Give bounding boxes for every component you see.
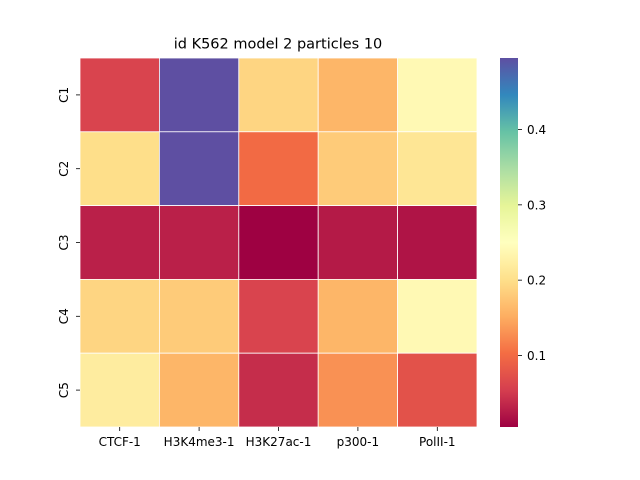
heatmap-cell-C5-H3K4me3-1: [158, 352, 240, 428]
x-tick-label: CTCF-1: [99, 435, 141, 449]
colorbar-tick-label: 0.1: [527, 349, 546, 363]
heatmap-cell-C5-CTCF-1: [79, 352, 160, 428]
heatmap-cell-C4-PolII-1: [397, 278, 478, 354]
x-tick-label: H3K4me3-1: [164, 435, 235, 449]
heatmap-cell-C4-H3K27ac-1: [238, 278, 319, 354]
x-tick-label: p300-1: [337, 435, 380, 449]
heatmap-cell-C5-H3K27ac-1: [238, 352, 319, 428]
heatmap-cell-C2-PolII-1: [397, 131, 478, 207]
heatmap-cell-C3-PolII-1: [397, 205, 478, 280]
heatmap-cell-C5-PolII-1: [397, 352, 478, 428]
heatmap-cell-C3-CTCF-1: [79, 205, 160, 280]
heatmap-cell-C4-H3K4me3-1: [158, 278, 240, 354]
heatmap-cell-C2-H3K27ac-1: [238, 131, 319, 207]
heatmap-cell-C3-p300-1: [317, 205, 399, 280]
y-tick-label: C1: [57, 87, 71, 103]
colorbar-tick-label: 0.4: [527, 123, 546, 137]
heatmap-cells: [79, 57, 478, 428]
x-tick-label: H3K27ac-1: [246, 435, 312, 449]
colorbar-gradient: [500, 58, 518, 427]
colorbar-tick-label: 0.3: [527, 198, 546, 212]
heatmap-cell-C1-H3K4me3-1: [158, 57, 240, 133]
heatmap-cell-C2-CTCF-1: [79, 131, 160, 207]
heatmap-cell-C1-p300-1: [317, 57, 399, 133]
y-axis: C1 C2 C3 C4 C5: [57, 87, 80, 398]
chart-title: id K562 model 2 particles 10: [174, 37, 383, 53]
heatmap-cell-C4-p300-1: [317, 278, 399, 354]
y-tick-label: C3: [57, 234, 71, 250]
y-tick-label: C5: [57, 382, 71, 398]
heatmap-cell-C2-H3K4me3-1: [158, 131, 240, 207]
heatmap-cell-C4-CTCF-1: [79, 278, 160, 354]
heatmap-cell-C5-p300-1: [317, 352, 399, 428]
y-tick-label: C4: [57, 308, 71, 324]
heatmap-cell-C3-H3K4me3-1: [158, 205, 240, 280]
heatmap-cell-C2-p300-1: [317, 131, 399, 207]
x-axis: CTCF-1 H3K4me3-1 H3K27ac-1 p300-1 PolII-1: [99, 427, 456, 449]
colorbar-tick-label: 0.2: [527, 274, 546, 288]
colorbar: 0.1 0.2 0.3 0.4: [500, 58, 546, 427]
heatmap-cell-C1-PolII-1: [397, 57, 478, 133]
heatmap-cell-C3-H3K27ac-1: [238, 205, 319, 280]
heatmap-cell-C1-CTCF-1: [79, 57, 160, 133]
y-tick-label: C2: [57, 161, 71, 177]
x-tick-label: PolII-1: [419, 435, 456, 449]
heatmap-cell-C1-H3K27ac-1: [238, 57, 319, 133]
